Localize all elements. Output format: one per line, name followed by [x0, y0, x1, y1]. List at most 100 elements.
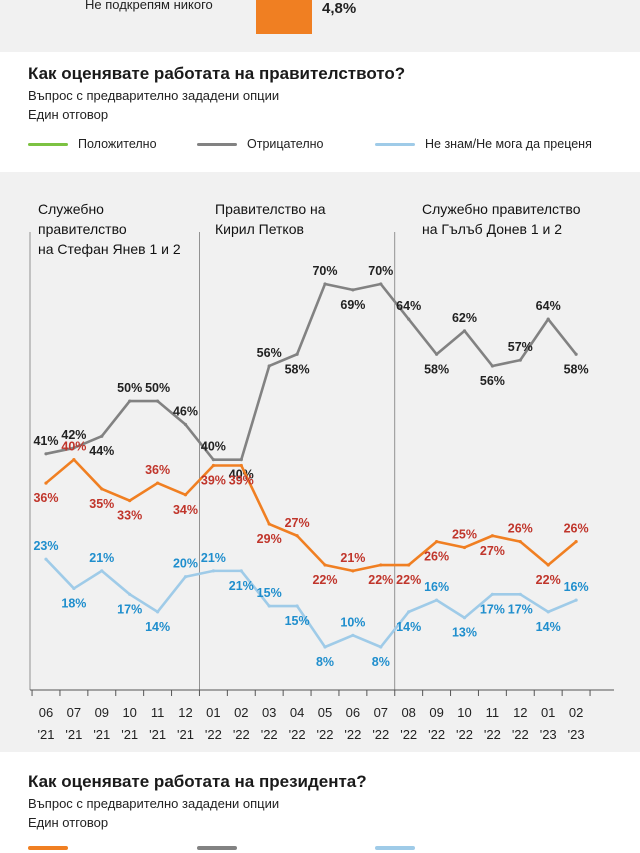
- data-label: 20%: [173, 557, 198, 571]
- data-label: 33%: [117, 509, 142, 523]
- x-tick-month-label: 08: [401, 705, 415, 720]
- data-label: 69%: [340, 298, 365, 312]
- data-point: [183, 575, 188, 579]
- data-point: [490, 534, 494, 538]
- data-point: [323, 563, 327, 567]
- data-point: [351, 288, 355, 292]
- x-tick-month-label: 12: [178, 705, 192, 720]
- x-tick-month-label: 05: [318, 705, 332, 720]
- data-point: [490, 592, 494, 596]
- data-label: 15%: [257, 586, 282, 600]
- period-label-petkov: Правителство на Кирил Петков: [215, 199, 326, 239]
- data-label: 36%: [33, 491, 58, 505]
- x-tick-year-label: '23: [568, 727, 585, 742]
- x-tick-year-label: '22: [261, 727, 278, 742]
- data-point: [546, 317, 550, 321]
- x-tick-month-label: 10: [122, 705, 136, 720]
- data-label: 22%: [536, 573, 561, 587]
- data-label: 15%: [285, 614, 310, 628]
- data-point: [323, 282, 327, 286]
- x-tick-month-label: 09: [95, 705, 109, 720]
- x-tick-month-label: 03: [262, 705, 276, 720]
- data-point: [44, 452, 48, 456]
- data-point: [239, 458, 243, 462]
- data-point: [574, 598, 578, 602]
- data-point: [574, 352, 578, 356]
- period-label-donev: Служебно правителство на Гълъб Донев 1 и…: [422, 199, 581, 239]
- data-label: 62%: [452, 311, 477, 325]
- data-label: 27%: [285, 516, 310, 530]
- data-point: [379, 645, 383, 649]
- data-label: 39%: [229, 474, 254, 488]
- data-label: 41%: [33, 434, 58, 448]
- data-label: 21%: [340, 551, 365, 565]
- legend-positive: Положително: [28, 137, 157, 151]
- period-petkov-line1: Правителство на: [215, 201, 326, 217]
- legend-dontknow-label: Не знам/Не мога да преценя: [425, 137, 592, 151]
- data-point: [267, 364, 271, 368]
- x-tick-year-label: '21: [121, 727, 138, 742]
- period-petkov-line2: Кирил Петков: [215, 221, 304, 237]
- x-tick-year-label: '22: [233, 727, 250, 742]
- previous-chart-fragment: Не подкрепям никого 4,8%: [0, 0, 640, 52]
- data-point: [546, 610, 550, 614]
- data-point: [518, 592, 522, 596]
- data-label: 58%: [564, 362, 589, 376]
- series-line-1: [44, 458, 578, 573]
- data-point: [128, 499, 132, 503]
- legend-positive-swatch: [28, 143, 68, 147]
- x-tick-year-label: '22: [400, 727, 417, 742]
- x-tick-month-label: 12: [513, 705, 527, 720]
- data-label: 26%: [508, 522, 533, 536]
- data-label: 17%: [508, 602, 533, 616]
- x-tick-month-label: 10: [457, 705, 471, 720]
- data-label: 23%: [33, 539, 58, 553]
- data-label: 64%: [396, 299, 421, 313]
- x-tick-month-label: 09: [429, 705, 443, 720]
- data-point: [239, 569, 243, 573]
- data-point: [462, 545, 467, 550]
- x-tick-year-label: '22: [344, 727, 361, 742]
- data-label: 29%: [257, 532, 282, 546]
- x-tick-year-label: '22: [484, 727, 501, 742]
- x-tick-year-label: '22: [205, 727, 222, 742]
- data-label: 25%: [452, 527, 477, 541]
- data-point: [156, 399, 160, 403]
- top-row-bar: [256, 0, 312, 34]
- x-tick-month-label: 07: [374, 705, 388, 720]
- x-tick-month-label: 01: [206, 705, 220, 720]
- x-tick-year-label: '22: [456, 727, 473, 742]
- government-chart-area: [0, 172, 640, 752]
- x-tick-year-label: '23: [540, 727, 557, 742]
- data-label: 17%: [480, 602, 505, 616]
- data-point: [518, 358, 522, 362]
- data-label: 36%: [145, 463, 170, 477]
- data-point: [72, 446, 76, 450]
- data-label: 8%: [372, 655, 390, 669]
- government-subtitle-options: Въпрос с предварително зададени опции: [28, 88, 280, 103]
- x-tick-month-label: 11: [151, 705, 165, 720]
- data-point: [379, 563, 383, 567]
- government-question-title: Как оценявате работата на правителството…: [28, 64, 406, 83]
- data-label: 70%: [312, 264, 337, 278]
- data-label: 44%: [89, 444, 114, 458]
- data-point: [44, 481, 48, 485]
- data-point: [72, 586, 76, 591]
- president-legend-negative-swatch: [197, 846, 237, 850]
- data-point: [44, 557, 48, 561]
- data-point: [267, 522, 271, 526]
- data-point: [295, 604, 299, 608]
- period-label-yanev: Служебно правителство на Стефан Янев 1 и…: [38, 199, 181, 259]
- x-tick-month-label: 02: [569, 705, 583, 720]
- x-tick-year-label: '21: [149, 727, 166, 742]
- data-point: [295, 534, 299, 538]
- data-label: 35%: [89, 497, 114, 511]
- top-row-label: Не подкрепям никого: [85, 0, 213, 12]
- data-label: 14%: [536, 620, 561, 634]
- data-point: [435, 598, 439, 602]
- data-label: 21%: [89, 551, 114, 565]
- x-tick-year-label: '22: [512, 727, 529, 742]
- data-point: [435, 352, 439, 356]
- legend-positive-label: Положително: [78, 137, 157, 151]
- x-tick-month-label: 06: [39, 705, 53, 720]
